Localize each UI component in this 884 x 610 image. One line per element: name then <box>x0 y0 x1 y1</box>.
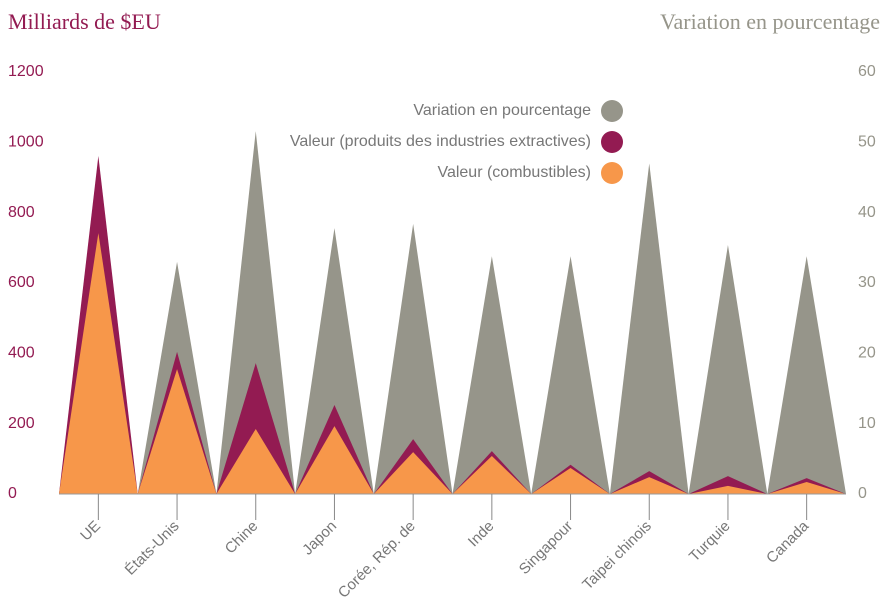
triangle <box>295 228 374 494</box>
x-tick-label: Japon <box>299 518 340 559</box>
legend-swatch <box>601 100 623 122</box>
triangle <box>531 256 610 494</box>
legend-swatch <box>601 131 623 153</box>
triangle <box>373 452 453 494</box>
triangle <box>137 369 217 494</box>
triangle <box>59 233 138 494</box>
x-tick-label: Chine <box>222 518 262 558</box>
y2-tick-label: 30 <box>858 274 876 291</box>
triangle <box>452 456 532 494</box>
legend-label: Valeur (combustibles) <box>437 164 591 181</box>
triangle <box>688 485 768 494</box>
y2-tick-label: 0 <box>858 485 867 502</box>
triangle <box>609 163 689 494</box>
x-tick-label: Turquie <box>686 518 734 566</box>
y2-tick-label: 60 <box>858 63 876 80</box>
triangle <box>767 482 846 494</box>
x-tick-label: Corée, Rép. de <box>335 518 419 602</box>
triangle <box>373 223 453 495</box>
triangle <box>216 131 296 494</box>
triangle <box>452 256 532 494</box>
x-tick-label: UE <box>77 518 104 545</box>
triangle <box>216 428 296 494</box>
y-axis-title: Milliards de $EU <box>8 9 161 34</box>
triangle <box>688 476 768 494</box>
triangle <box>767 256 846 494</box>
y2-tick-label: 50 <box>858 134 876 151</box>
x-tick-label: États-Unis <box>122 518 183 579</box>
y-tick-label: 1200 <box>8 63 44 80</box>
y2-tick-label: 10 <box>858 415 876 432</box>
x-tick-label: Inde <box>465 518 498 551</box>
y-tick-label: 0 <box>8 485 17 502</box>
x-tick-label: Singapour <box>516 518 576 578</box>
y-tick-label: 800 <box>8 204 35 221</box>
triangle <box>531 467 610 494</box>
legend-swatch <box>601 162 623 184</box>
y2-tick-label: 40 <box>858 204 876 221</box>
triangle <box>688 245 768 494</box>
y2-axis-title: Variation en pourcentage <box>660 9 880 34</box>
y-tick-label: 1000 <box>8 134 44 151</box>
y2-tick-label: 20 <box>858 345 876 362</box>
y-tick-label: 600 <box>8 274 35 291</box>
legend-label: Valeur (produits des industries extracti… <box>290 133 591 150</box>
triangle <box>295 426 374 494</box>
x-tick-label: Taipei chinois <box>579 518 655 594</box>
y-tick-label: 400 <box>8 345 35 362</box>
triangle <box>216 363 296 494</box>
triangle <box>609 477 689 494</box>
legend-label: Variation en pourcentage <box>413 102 591 119</box>
y-tick-label: 200 <box>8 415 35 432</box>
x-tick-label: Canada <box>763 517 813 567</box>
